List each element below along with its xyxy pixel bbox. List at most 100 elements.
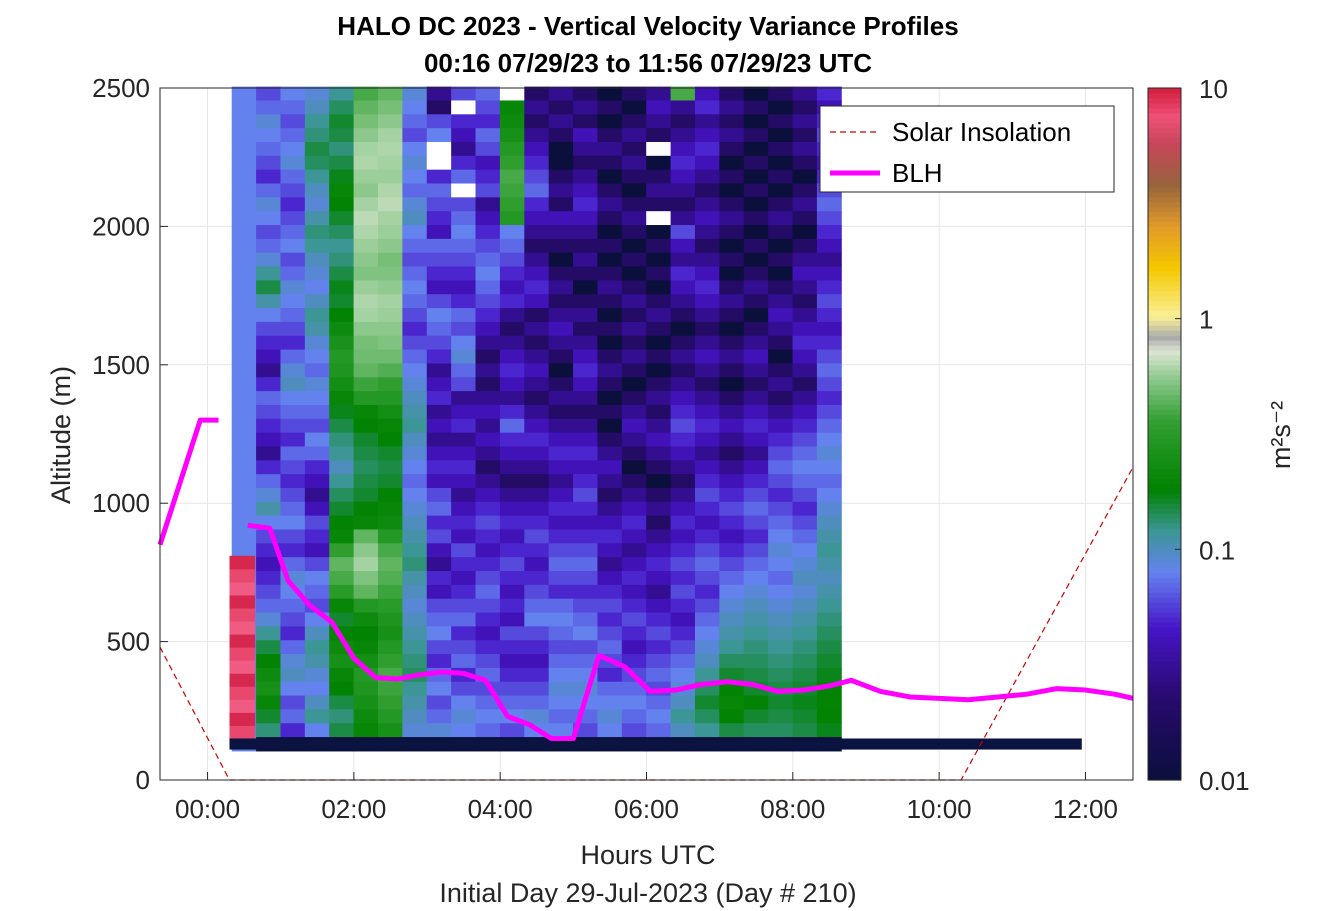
heatmap-cell (402, 141, 428, 157)
heatmap-cell (524, 584, 550, 600)
heatmap-cell (231, 183, 257, 198)
heatmap-cell (475, 474, 501, 489)
heatmap-cell (475, 252, 501, 268)
heatmap-cell (475, 349, 501, 364)
heatmap-cell (499, 418, 525, 434)
heatmap-cell (256, 308, 281, 323)
heatmap-cell (597, 86, 623, 101)
heatmap-cell (475, 155, 501, 171)
heatmap-cell (621, 238, 647, 254)
heatmap-cell (548, 501, 574, 517)
heatmap-cell (256, 321, 281, 337)
heatmap-cell (426, 363, 452, 378)
heatmap-cell (256, 626, 281, 641)
colorbar-swatch (1148, 419, 1181, 425)
heatmap-cell (451, 515, 477, 530)
x-tick-label: 12:00 (1053, 794, 1118, 824)
heatmap-cell (646, 487, 672, 503)
heatmap-cell (229, 673, 256, 687)
colorbar-swatch (1148, 379, 1181, 386)
heatmap-cell (670, 695, 696, 710)
heatmap-cell (524, 155, 550, 171)
heatmap-cell (573, 432, 598, 447)
heatmap-cell (792, 155, 818, 171)
heatmap-cell (670, 571, 696, 586)
heatmap-cell (792, 404, 818, 420)
heatmap-cell (353, 211, 379, 226)
colorbar-swatch (1148, 522, 1181, 529)
heatmap-cell (353, 86, 379, 101)
heatmap-cell (524, 557, 550, 572)
heatmap-cell (524, 308, 550, 323)
heatmap-cell (353, 321, 379, 337)
heatmap-cell (280, 266, 306, 281)
heatmap-cell (597, 321, 623, 337)
colorbar-swatch (1148, 157, 1181, 163)
heatmap-cell (597, 183, 623, 198)
colorbar-swatch (1148, 666, 1181, 672)
heatmap-cell (451, 640, 477, 655)
colorbar-swatch (1148, 438, 1181, 445)
heatmap-cell (329, 197, 355, 212)
heatmap-cell (670, 225, 696, 240)
heatmap-cell (621, 598, 647, 614)
heatmap-cell (475, 211, 501, 226)
heatmap-cell (402, 640, 428, 655)
heatmap-cell (402, 225, 428, 240)
heatmap-cell (304, 128, 330, 143)
heatmap-cell (621, 128, 647, 143)
heatmap-cell (597, 349, 623, 364)
heatmap-cell (499, 404, 525, 420)
colorbar-swatch (1148, 359, 1181, 366)
heatmap-cell (231, 280, 257, 295)
colorbar-swatch (1148, 389, 1181, 396)
heatmap-cell (499, 584, 525, 600)
colorbar-swatch (1148, 730, 1181, 737)
heatmap-cell (451, 612, 477, 627)
heatmap-cell (792, 501, 818, 517)
colorbar-swatch (1148, 335, 1181, 341)
heatmap-cell (524, 460, 550, 475)
y-axis-label: Altitude (m) (46, 366, 76, 504)
heatmap-cell (548, 141, 574, 157)
heatmap-cell (646, 709, 672, 724)
heatmap-cell (280, 308, 306, 323)
heatmap-cell (548, 377, 574, 392)
heatmap-cell (256, 211, 281, 226)
heatmap-cell (451, 654, 477, 669)
heatmap-cell (256, 557, 281, 572)
heatmap-cell (743, 487, 769, 503)
colorbar-swatch (1148, 434, 1181, 440)
colorbar-swatch (1148, 181, 1181, 188)
heatmap-cell (621, 640, 647, 655)
heatmap-cell (548, 515, 574, 530)
heatmap-cell (499, 321, 525, 337)
colorbar-swatch (1148, 681, 1181, 687)
colorbar-swatch (1148, 399, 1181, 405)
colorbar-swatch (1148, 320, 1181, 326)
heatmap-cell (426, 114, 452, 129)
heatmap-cell (451, 487, 477, 503)
heatmap-cell (670, 114, 696, 129)
heatmap-cell (670, 529, 696, 544)
heatmap-cell (378, 432, 403, 447)
heatmap-cell (573, 598, 598, 614)
heatmap-cell (792, 709, 818, 724)
heatmap-cell (646, 432, 672, 447)
heatmap-cell (768, 363, 794, 378)
heatmap-cell (743, 695, 769, 710)
heatmap-cell (816, 446, 842, 461)
heatmap-cell (329, 681, 355, 697)
heatmap-cell (475, 432, 501, 447)
heatmap-cell (402, 681, 428, 697)
heatmap-cell (743, 460, 769, 475)
colorbar-tick-label: 1 (1199, 305, 1213, 335)
heatmap-cell (646, 460, 672, 475)
colorbar-swatch (1148, 686, 1181, 692)
heatmap-cell (426, 169, 452, 184)
heatmap-cell (548, 446, 574, 461)
heatmap-cell (353, 128, 379, 143)
heatmap-cell (670, 432, 696, 447)
heatmap-cell (426, 432, 452, 447)
colorbar-swatch (1148, 646, 1181, 653)
